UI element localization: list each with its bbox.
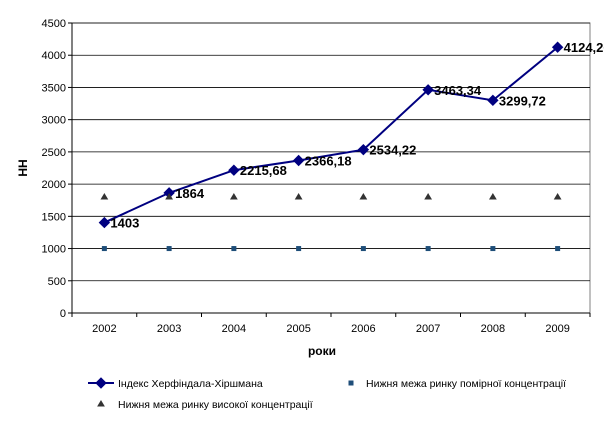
moderate-threshold-point [555,246,561,252]
y-tick-label: 1000 [42,244,66,256]
x-tick-label: 2009 [545,323,569,335]
hhi-point [98,216,111,229]
y-tick-label: 4000 [42,50,66,62]
moderate-threshold-point [101,246,107,252]
data-label: 2366,18 [305,154,352,169]
hhi-point [292,154,305,167]
y-tick-label: 3000 [42,115,66,127]
data-label: 3299,72 [499,93,546,108]
x-tick-label: 2003 [157,323,181,335]
data-label: 2534,22 [369,143,416,158]
hhi-point [228,164,240,176]
series-line-hhi [103,46,559,224]
x-tick-label: 2002 [92,323,116,335]
hhi-point [422,84,434,96]
y-tick-label: 500 [48,276,66,288]
high-threshold-point [294,193,303,200]
x-tick-label: 2005 [286,323,310,335]
y-tick-label: 0 [60,308,66,320]
high-threshold-point [488,193,497,200]
high-threshold-point [100,193,109,200]
moderate-threshold-point [296,246,302,252]
legend-label: Нижня межа ринку високої концентрації [118,399,313,411]
legend-marker [97,400,105,407]
data-label: 2215,68 [240,163,287,178]
legend-marker [95,377,107,389]
moderate-threshold-point [360,246,366,252]
moderate-threshold-point [231,246,237,252]
legend-label: Нижня межа ринку помірної концентрації [366,378,566,390]
x-axis-title: роки [308,344,336,358]
high-threshold-point [359,193,368,200]
data-label: 4124,26 [564,40,604,55]
x-tick-label: 2007 [416,323,440,335]
high-threshold-point [424,193,433,200]
data-label: 3463,34 [434,83,482,98]
x-tick-label: 2006 [351,323,375,335]
y-tick-label: 4500 [42,18,66,30]
x-tick-label: 2004 [222,323,246,335]
hhi-point [487,94,499,107]
moderate-threshold-point [166,246,172,252]
legend-marker [348,380,354,386]
data-label: 1864 [175,186,205,201]
hhi-point [357,143,370,156]
y-tick-label: 1500 [42,211,66,223]
y-axis-title: НН [16,159,30,176]
y-tick-label: 3500 [42,82,66,94]
high-threshold-point [553,193,562,200]
y-tick-label: 2500 [42,147,66,159]
hhi-point [551,41,564,53]
data-label: 1403 [110,216,139,231]
plot-area [71,22,591,314]
high-threshold-point [165,193,174,200]
legend-label: Індекс Херфіндала-Хіршмана [118,378,263,390]
x-tick-label: 2008 [481,323,505,335]
high-threshold-point [229,193,238,200]
moderate-threshold-point [490,246,496,252]
moderate-threshold-point [425,246,431,252]
y-tick-label: 2000 [42,179,66,191]
